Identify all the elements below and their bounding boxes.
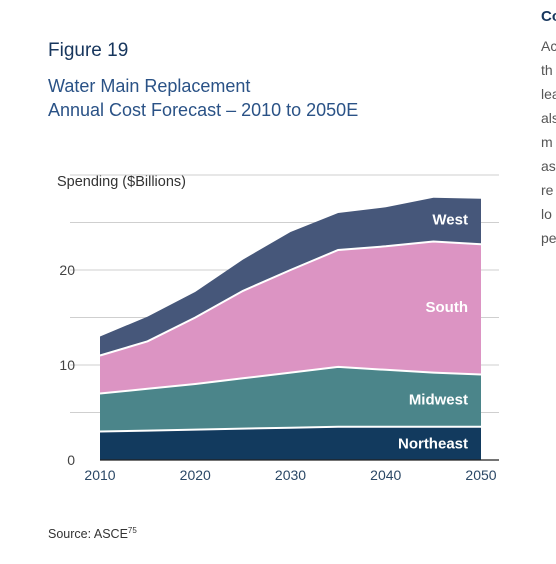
adjacent-text-line: Ac (541, 38, 556, 54)
figure-label: Figure 19 (48, 40, 129, 61)
x-tick-label: 2030 (275, 467, 306, 483)
adjacent-text-line: lea (541, 86, 556, 102)
adjacent-text-line: m (541, 134, 553, 150)
adjacent-text-line: re (541, 182, 554, 198)
adjacent-text-line: lo (541, 206, 552, 222)
series-area-northeast (100, 426, 481, 460)
x-tick-label: 2010 (84, 467, 115, 483)
adjacent-heading: Co (541, 8, 556, 25)
series-label-west: West (432, 212, 468, 229)
chart-title-line2: Annual Cost Forecast – 2010 to 2050E (48, 100, 359, 120)
y-tick-label: 20 (59, 262, 75, 278)
series-separator-south (99, 240, 482, 357)
source-note: Source: ASCE75 (48, 526, 137, 541)
adjacent-text-line: th (541, 62, 553, 78)
x-tick-label: 2050 (465, 467, 496, 483)
x-tick-label: 2020 (180, 467, 211, 483)
series-area-west (100, 197, 481, 356)
series-area-midwest (100, 366, 481, 432)
x-tick-label: 2040 (370, 467, 401, 483)
adjacent-text-line: als (541, 110, 556, 126)
source-reference: 75 (127, 526, 137, 535)
y-tick-label: 0 (67, 452, 75, 468)
y-axis-label: Spending ($Billions) (57, 174, 186, 190)
series-separator-northeast (99, 425, 481, 433)
chart-title: Water Main Replacement Annual Cost Forec… (48, 74, 358, 122)
adjacent-text-line: pe (541, 230, 556, 246)
source-text: Source: ASCE (48, 527, 128, 542)
adjacent-text-column: Co Ac th lea als m as re lo pe (541, 0, 556, 564)
series-separator-midwest (99, 365, 482, 395)
series-area-south (100, 241, 481, 394)
adjacent-text-line: as (541, 158, 556, 174)
series-label-northeast: Northeast (398, 435, 468, 452)
chart-title-line1: Water Main Replacement (48, 76, 251, 96)
series-label-south: South (426, 299, 469, 316)
series-label-midwest: Midwest (409, 392, 468, 409)
y-tick-label: 10 (59, 357, 75, 373)
